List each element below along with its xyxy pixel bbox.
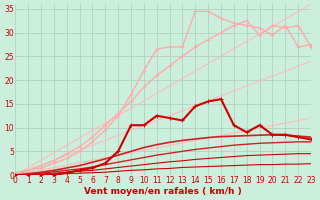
X-axis label: Vent moyen/en rafales ( km/h ): Vent moyen/en rafales ( km/h ) bbox=[84, 187, 242, 196]
